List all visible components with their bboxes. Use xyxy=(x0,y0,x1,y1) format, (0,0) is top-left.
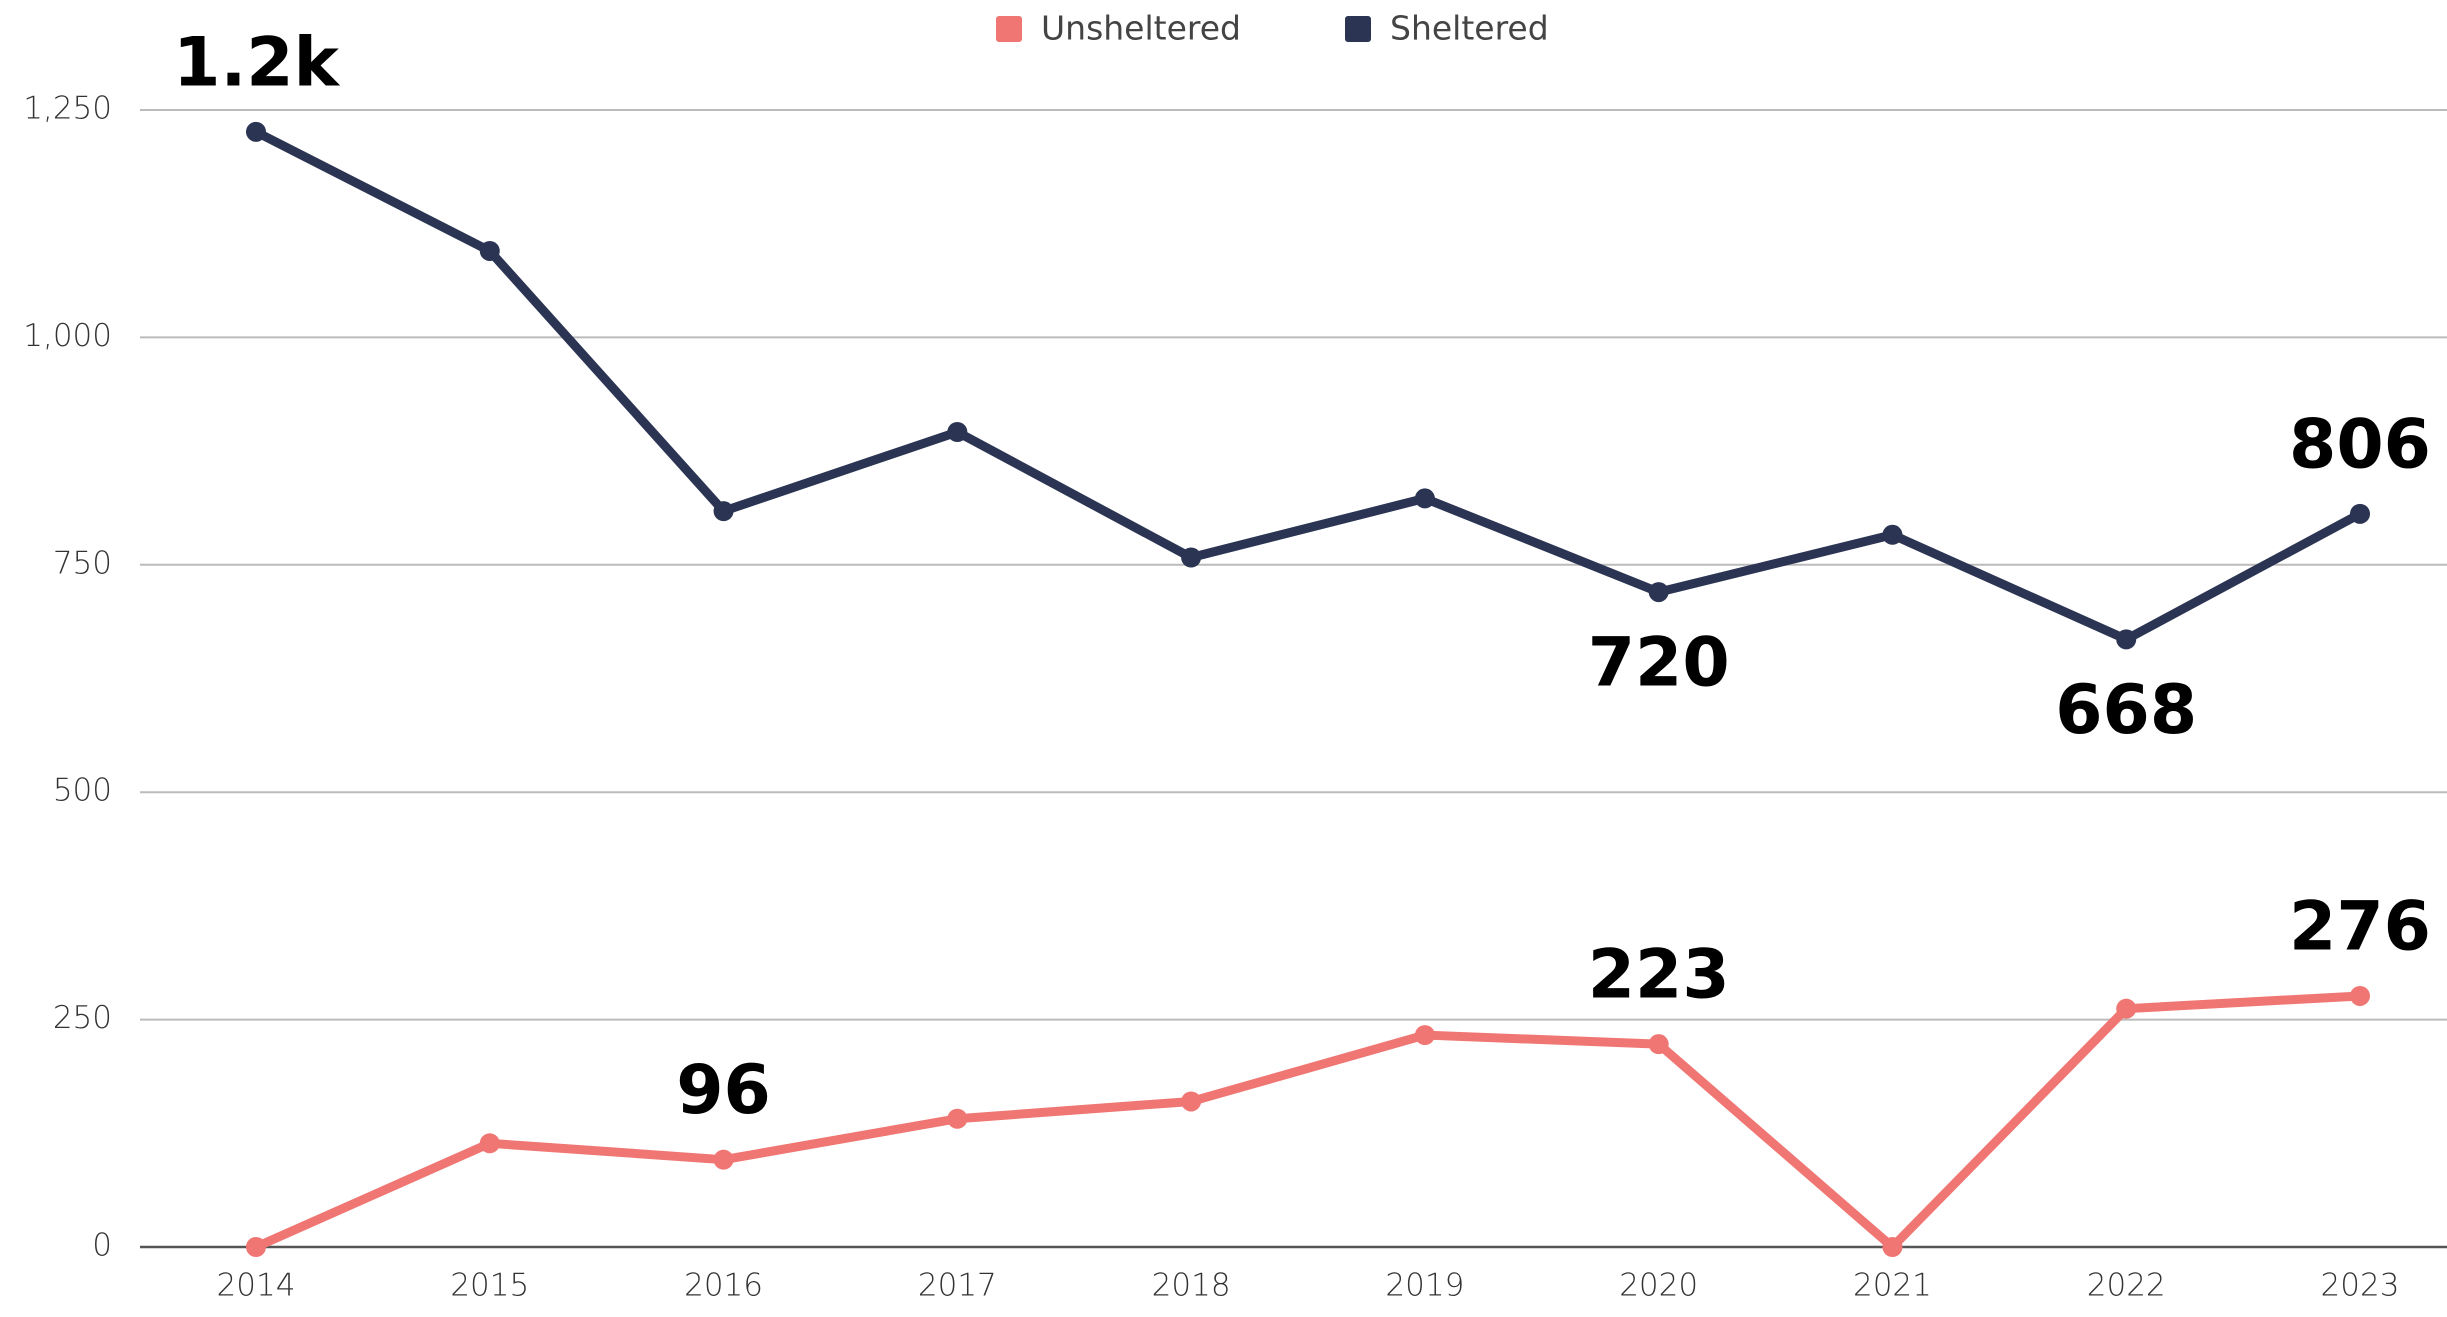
legend-label: Unsheltered xyxy=(1041,9,1241,48)
data-label: 96 xyxy=(676,1051,771,1130)
point xyxy=(1882,1237,1903,1257)
data-label: 223 xyxy=(1588,936,1730,1015)
x-tick-label: 2016 xyxy=(684,1268,763,1304)
point xyxy=(1882,524,1903,545)
point xyxy=(713,1149,734,1170)
x-tick-label: 2018 xyxy=(1152,1268,1231,1304)
point xyxy=(2116,629,2137,650)
data-label: 276 xyxy=(2289,887,2431,966)
x-tick-label: 2022 xyxy=(2087,1268,2166,1304)
data-label: 668 xyxy=(2055,671,2197,750)
x-tick-label: 2015 xyxy=(450,1268,529,1304)
point xyxy=(2350,503,2370,524)
point xyxy=(947,421,968,442)
data-label: 806 xyxy=(2289,405,2431,484)
point xyxy=(947,1108,968,1129)
point xyxy=(2350,985,2370,1006)
series-line xyxy=(254,991,2361,1252)
y-tick-label: 500 xyxy=(53,773,112,809)
y-tick-label: 750 xyxy=(53,545,112,581)
x-tick-label: 2014 xyxy=(217,1268,296,1304)
legend-swatch xyxy=(1345,16,1371,42)
y-tick-label: 0 xyxy=(92,1228,112,1264)
y-tick-label: 1,000 xyxy=(23,318,112,354)
y-tick-label: 250 xyxy=(53,1000,112,1036)
point xyxy=(479,240,500,261)
point xyxy=(1648,1034,1669,1055)
data-label: 1.2k xyxy=(173,23,340,102)
legend-label: Sheltered xyxy=(1390,9,1549,48)
x-tick-label: 2017 xyxy=(918,1268,997,1304)
point xyxy=(2116,998,2137,1019)
point xyxy=(246,1237,266,1257)
series-line xyxy=(253,127,2363,644)
point xyxy=(1414,1025,1435,1046)
point xyxy=(1648,582,1669,603)
data-label: 720 xyxy=(1588,624,1730,703)
point xyxy=(1181,1091,1202,1112)
point xyxy=(1414,488,1435,509)
legend-swatch xyxy=(996,16,1022,42)
point xyxy=(479,1133,500,1154)
x-tick-label: 2023 xyxy=(2321,1268,2400,1304)
y-tick-label: 1,250 xyxy=(23,91,112,127)
x-tick-label: 2020 xyxy=(1619,1268,1698,1304)
x-tick-label: 2019 xyxy=(1385,1268,1464,1304)
x-tick-label: 2021 xyxy=(1853,1268,1932,1304)
point xyxy=(713,501,734,522)
point xyxy=(246,121,266,142)
point xyxy=(1181,547,1202,568)
